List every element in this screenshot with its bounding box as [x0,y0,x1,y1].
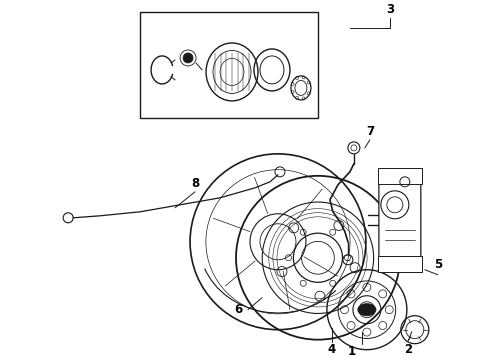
Text: 2: 2 [404,343,412,356]
Text: 5: 5 [434,258,442,271]
Text: 1: 1 [348,345,356,358]
Text: 3: 3 [386,4,394,17]
Ellipse shape [358,304,376,316]
Bar [378,256,422,272]
Bar [378,168,422,184]
Text: 8: 8 [191,177,199,190]
Text: 7: 7 [366,125,374,138]
Circle shape [183,53,193,63]
Text: 4: 4 [328,343,336,356]
Bar [140,12,318,118]
FancyBboxPatch shape [379,179,421,261]
Text: 6: 6 [234,303,242,316]
